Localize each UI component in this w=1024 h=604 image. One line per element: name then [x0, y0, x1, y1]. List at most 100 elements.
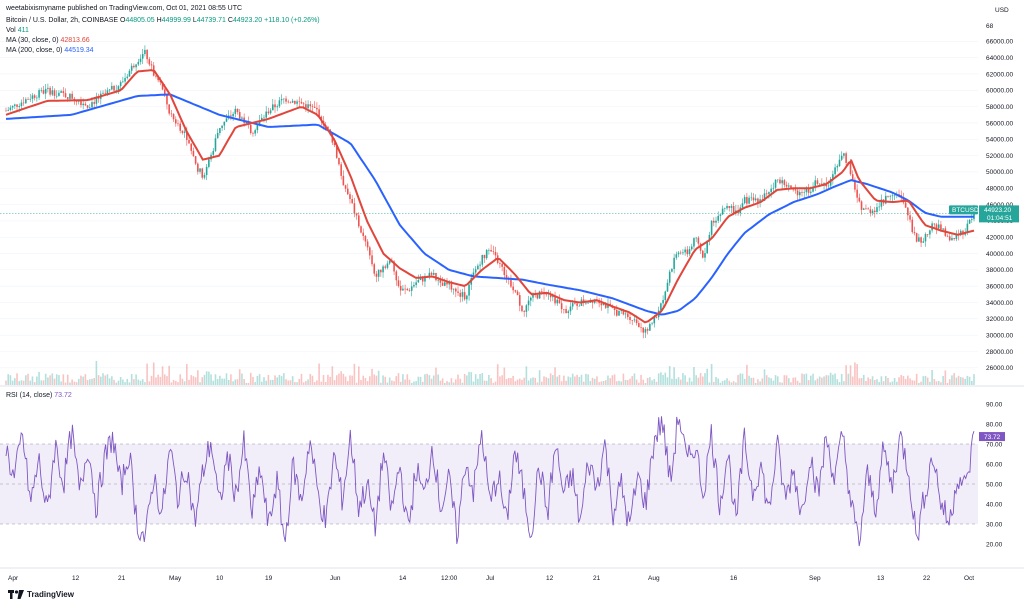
candle-body	[38, 90, 40, 98]
volume-bar	[186, 364, 188, 385]
candle-body	[858, 197, 861, 202]
volume-bar	[58, 375, 60, 385]
tradingview-logo[interactable]: TradingView	[8, 590, 74, 599]
symbol-title[interactable]: Bitcoin / U.S. Dollar, 2h, COINBASE	[6, 17, 119, 24]
candle-body	[651, 323, 653, 324]
volume-bar	[966, 375, 969, 385]
volume-bar	[935, 381, 938, 385]
candle-body	[527, 300, 530, 306]
volume-bar	[761, 378, 764, 385]
volume-legend[interactable]: Vol 411	[6, 26, 29, 35]
ma200-line	[5, 93, 974, 316]
price-tick-label: 52000.00	[986, 153, 1013, 160]
candle-body	[144, 49, 146, 55]
candle-body	[430, 272, 433, 275]
candle-body	[660, 303, 662, 311]
volume-bar	[512, 375, 514, 385]
volume-bar	[53, 378, 56, 385]
publisher-text: weetabixismyname published on TradingVie…	[6, 5, 243, 12]
candle-body	[410, 286, 413, 291]
candle-body	[254, 130, 256, 134]
candle-body	[181, 130, 184, 133]
volume-bar	[622, 373, 625, 385]
candle-body	[970, 219, 973, 220]
candle-body	[783, 180, 786, 185]
volume-bar	[410, 382, 413, 385]
volume-bar	[904, 378, 907, 385]
candle-body	[926, 234, 929, 235]
volume-bar	[845, 365, 847, 385]
volume-bar	[721, 380, 724, 385]
candle-body	[309, 104, 312, 107]
volume-bar	[624, 379, 627, 385]
ma30-legend[interactable]: MA (30, close, 0) 42813.66	[6, 36, 90, 45]
candle-body	[503, 266, 506, 276]
rsi-legend[interactable]: RSI (14, close) 73.72	[6, 391, 72, 400]
candle-body	[161, 82, 164, 90]
candle-body	[829, 178, 832, 186]
candle-body	[693, 238, 695, 247]
volume-bar	[249, 372, 252, 385]
volume-bar	[849, 365, 852, 385]
candle-body	[104, 92, 107, 94]
time-tick-label: 12:00	[441, 575, 458, 582]
price-tick-label: 64000.00	[986, 55, 1013, 62]
candle-body	[532, 294, 534, 298]
volume-bar	[585, 373, 587, 385]
volume-bar	[724, 380, 726, 385]
candle-body	[622, 310, 625, 315]
candle-body	[208, 159, 210, 167]
price-tick-label: 58000.00	[986, 104, 1013, 111]
volume-bar	[832, 374, 834, 385]
volume-bar	[860, 378, 863, 385]
price-tick-label-top: 68	[986, 23, 994, 30]
candle-body	[686, 249, 689, 255]
candle-body	[787, 185, 790, 187]
volume-bar	[541, 381, 543, 385]
volume-bar	[973, 374, 975, 385]
volume-bar	[31, 376, 34, 385]
rsi-axis[interactable]: 90.00 80.00 70.00 60.00 50.00 40.00 30.00 20.00…	[979, 401, 1005, 548]
volume-bar	[241, 373, 243, 385]
volume-bar	[765, 375, 768, 385]
candle-body	[340, 164, 342, 176]
candle-body	[907, 207, 909, 216]
time-tick-label: Aug	[648, 575, 660, 582]
candle-body	[565, 309, 567, 313]
countdown-badge-text: 01:04:51	[987, 215, 1013, 222]
ma200-legend[interactable]: MA (200, close, 0) 44519.34	[6, 46, 94, 55]
volume-bar	[684, 375, 686, 385]
candle-body	[205, 166, 208, 176]
price-axis[interactable]: 66000.00 64000.00 62000.00 60000.00 58000.00…	[986, 7, 1013, 372]
candle-body	[384, 266, 387, 268]
volume-bar	[287, 380, 290, 385]
volume-bar	[11, 380, 14, 385]
volume-bar	[366, 381, 369, 385]
volume-bar	[633, 373, 636, 385]
volume-bar	[331, 366, 334, 385]
candle-body	[633, 319, 636, 321]
volume-bar	[951, 375, 953, 385]
volume-bar	[302, 382, 305, 385]
ma200-value: 44519.34	[64, 47, 94, 54]
volume-bar	[477, 378, 479, 385]
volume-bar	[635, 379, 638, 385]
candle-body	[11, 105, 14, 108]
volume-bar	[16, 373, 18, 385]
volume-bar	[732, 381, 735, 385]
candle-body	[353, 203, 356, 214]
candle-body	[613, 307, 616, 311]
volume-bar	[100, 376, 102, 385]
candle-body	[305, 104, 307, 109]
candle-body	[801, 192, 803, 193]
volume-bar	[122, 379, 124, 385]
time-axis[interactable]: Apr 12 21 May 10 19 Jun 14 12:00 Jul 12 21 Aug 16 Sep 1…	[8, 575, 974, 582]
candle-body	[366, 241, 369, 248]
candle-body	[721, 208, 724, 215]
volume-bar	[580, 374, 583, 385]
candle-body	[380, 269, 382, 273]
candle-body	[631, 320, 634, 321]
volume-bar	[825, 375, 828, 385]
candle-body	[699, 243, 702, 251]
volume-bar	[741, 373, 744, 385]
